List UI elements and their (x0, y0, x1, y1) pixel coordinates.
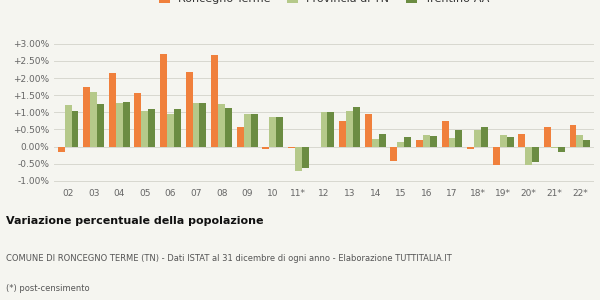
Bar (65, 105, 71, 147)
Bar (58, 147, 65, 152)
Bar (544, 127, 551, 147)
Bar (199, 103, 206, 147)
Bar (449, 138, 455, 147)
Bar (467, 147, 474, 149)
Bar (225, 108, 232, 147)
Bar (518, 134, 525, 147)
Bar (506, 137, 514, 147)
Bar (71, 111, 79, 147)
Bar (500, 135, 506, 147)
Bar (218, 104, 225, 147)
Bar (404, 137, 411, 147)
Bar (288, 147, 295, 148)
Bar (276, 117, 283, 147)
Bar (211, 55, 218, 147)
Bar (302, 147, 309, 168)
Bar (346, 111, 353, 147)
Bar (442, 121, 449, 147)
Bar (251, 114, 257, 147)
Bar (109, 73, 116, 147)
Bar (320, 112, 328, 147)
Bar (474, 130, 481, 147)
Bar (455, 130, 463, 147)
Bar (83, 87, 90, 147)
Bar (167, 114, 174, 147)
Bar (430, 136, 437, 147)
Bar (391, 147, 397, 161)
Legend: Roncegno Terme, Provincia di TN, Trentino-AA: Roncegno Terme, Provincia di TN, Trentin… (155, 0, 493, 8)
Bar (577, 135, 583, 147)
Bar (379, 134, 386, 147)
Bar (416, 140, 423, 147)
Text: (*) post-censimento: (*) post-censimento (6, 284, 89, 293)
Bar (423, 135, 430, 147)
Bar (134, 93, 142, 147)
Text: Variazione percentuale della popolazione: Variazione percentuale della popolazione (6, 215, 263, 226)
Bar (481, 127, 488, 147)
Bar (339, 121, 346, 147)
Bar (295, 147, 302, 171)
Bar (142, 111, 148, 147)
Bar (493, 147, 500, 165)
Bar (148, 109, 155, 147)
Bar (90, 92, 97, 147)
Text: COMUNE DI RONCEGNO TERME (TN) - Dati ISTAT al 31 dicembre di ogni anno - Elabora: COMUNE DI RONCEGNO TERME (TN) - Dati IST… (6, 254, 452, 263)
Bar (269, 117, 276, 147)
Bar (558, 147, 565, 152)
Bar (365, 114, 372, 147)
Bar (160, 54, 167, 147)
Bar (97, 104, 104, 147)
Bar (532, 147, 539, 162)
Bar (237, 127, 244, 147)
Bar (185, 72, 193, 147)
Bar (583, 140, 590, 147)
Bar (116, 103, 123, 147)
Bar (372, 139, 379, 147)
Bar (551, 147, 558, 148)
Bar (123, 102, 130, 147)
Bar (244, 114, 251, 147)
Bar (353, 107, 360, 147)
Bar (569, 125, 577, 147)
Bar (525, 147, 532, 165)
Bar (328, 112, 334, 147)
Bar (397, 142, 404, 147)
Bar (262, 147, 269, 149)
Bar (193, 103, 199, 147)
Bar (174, 109, 181, 147)
